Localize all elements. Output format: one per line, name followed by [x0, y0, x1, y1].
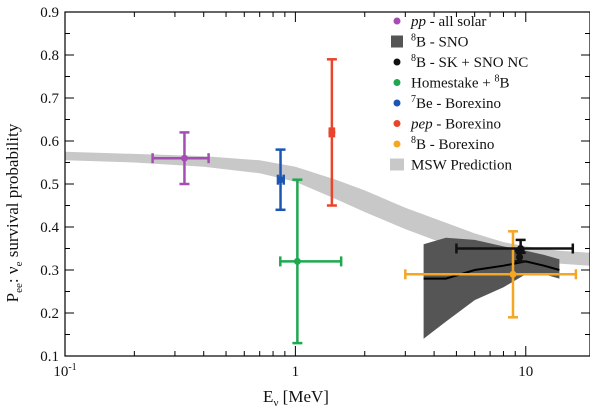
legend-label-text: B	[499, 76, 509, 92]
x-tick-label: 10	[518, 364, 533, 380]
legend-marker	[391, 35, 403, 48]
legend-label-pre: Homestake +	[411, 76, 494, 92]
legend-item: 8B - SNO	[391, 33, 469, 51]
plot-area	[65, 58, 590, 345]
legend-label: pp - all solar	[410, 14, 486, 30]
legend-item: 8B - Borexino	[393, 135, 494, 153]
sno-band	[423, 237, 560, 339]
legend-label: pep - Borexino	[410, 117, 501, 133]
data-point	[151, 131, 210, 186]
point-marker	[293, 257, 301, 265]
data-point	[514, 249, 525, 263]
x-axis-label: Eν [MeV]	[263, 387, 329, 409]
legend-marker	[393, 120, 401, 127]
legend-item: 7Be - Borexino	[393, 94, 501, 112]
data-point	[404, 230, 578, 319]
y-tick-label: 0.3	[40, 263, 59, 279]
x-tick-label: 1	[292, 364, 300, 380]
legend-label-text: B - SNO	[416, 35, 469, 51]
legend-label: 8B - SK + SNO NC	[411, 53, 528, 71]
legend-label-text: B - Borexino	[416, 137, 494, 153]
legend-label: 8B - SNO	[411, 33, 469, 51]
y-tick-label: 0.2	[40, 306, 59, 322]
y-tick-label: 0.6	[40, 134, 59, 150]
x-tick-label: 10-1	[53, 362, 76, 380]
legend-label-text: - Borexino	[433, 117, 501, 133]
legend-label-text: B - SK + SNO NC	[416, 55, 528, 71]
legend-item: pp - all solar	[393, 14, 486, 30]
legend-label: 7Be - Borexino	[411, 94, 501, 112]
legend-item: pep - Borexino	[393, 117, 501, 133]
legend-label-italic: pp	[410, 14, 427, 30]
legend-marker	[390, 158, 404, 171]
legend-label-italic: pep	[410, 117, 433, 133]
data-point	[275, 148, 286, 212]
legend-item: MSW Prediction	[390, 158, 512, 174]
point-marker	[509, 270, 517, 278]
data-point	[279, 178, 343, 345]
x-tick-base: 10	[53, 364, 68, 380]
legend-label: 8B - Borexino	[411, 135, 494, 153]
y-tick-label: 0.8	[40, 48, 59, 64]
y-tick-label: 0.1	[40, 349, 59, 365]
y-tick-label: 0.7	[40, 91, 59, 107]
y-axis-label: Pee: νe survival probability	[3, 123, 25, 302]
x-tick-exponent: -1	[68, 362, 76, 373]
legend-label-sup: 8	[411, 135, 416, 146]
legend-label-sup: 8	[411, 33, 416, 44]
point-marker	[277, 176, 285, 184]
msw-prediction-band	[65, 151, 590, 266]
legend-label-sup: 8	[494, 74, 499, 85]
legend-label-text: - all solar	[426, 14, 486, 30]
legend-label: MSW Prediction	[411, 158, 512, 174]
legend-marker	[393, 140, 401, 148]
sno-center-line	[423, 260, 560, 280]
y-tick-label: 0.5	[40, 177, 59, 193]
y-tick-label: 0.4	[40, 220, 59, 236]
point-marker	[516, 253, 524, 261]
legend-item: Homestake + 8B	[393, 74, 509, 92]
legend-marker	[393, 17, 401, 25]
axes: 0.10.20.30.40.50.60.70.80.910-1 1 10	[40, 5, 590, 380]
legend-marker	[393, 58, 401, 66]
data-point	[326, 58, 337, 207]
x-tick-base: 10	[518, 364, 533, 380]
legend-label-text: Be - Borexino	[416, 96, 501, 112]
legend-label-sup: 7	[411, 94, 416, 105]
x-tick-base: 1	[292, 364, 300, 380]
legend-marker	[393, 99, 401, 107]
y-tick-label: 0.9	[40, 5, 59, 21]
legend-label-sup: 8	[411, 53, 416, 64]
point-marker	[328, 128, 336, 136]
legend-item: 8B - SK + SNO NC	[393, 53, 528, 71]
legend-label: Homestake + 8B	[411, 74, 509, 92]
legend-label-text: MSW Prediction	[411, 158, 512, 174]
point-marker	[180, 154, 188, 162]
legend-marker	[393, 79, 401, 86]
